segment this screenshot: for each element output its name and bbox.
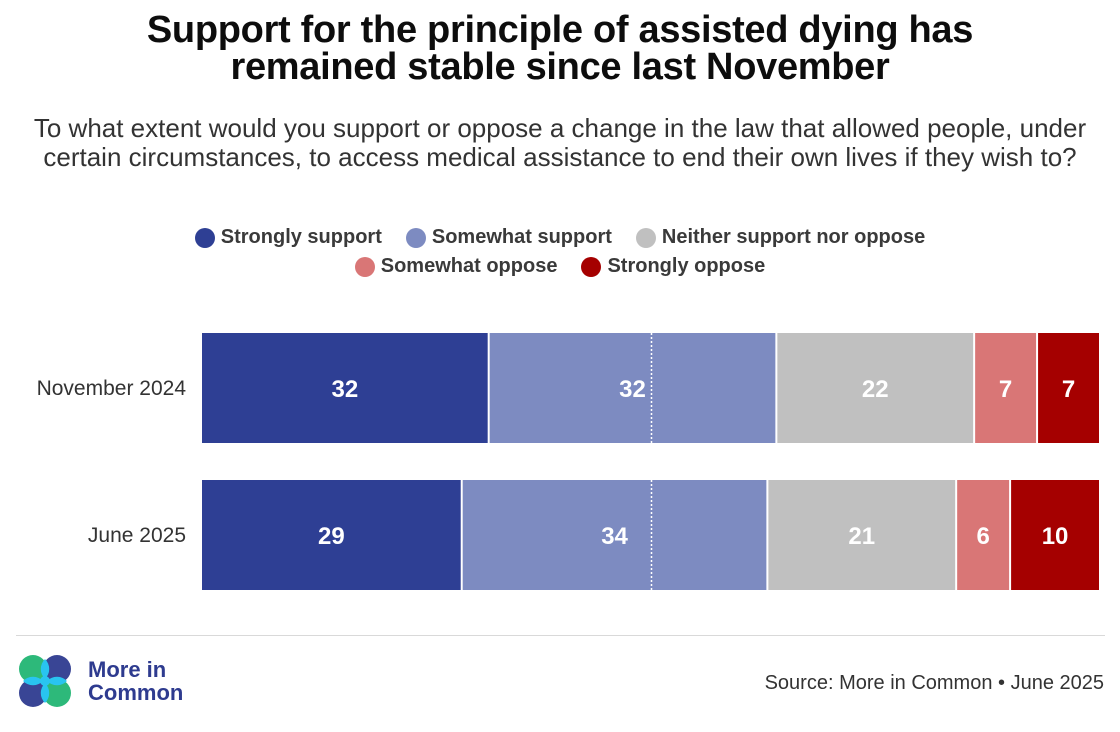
bar-segment	[768, 480, 956, 590]
stacked-bar-chart: November 2024 32 32 22 7 7 June 2025 29 34 21 6 10	[37, 333, 1099, 590]
legend-label: Somewhat support	[431, 226, 612, 248]
legend-swatch	[194, 227, 215, 248]
legend-item-somewhat-oppose: Somewhat oppose	[354, 255, 558, 278]
logo-text-line-2: Common	[88, 680, 184, 705]
bar-segment	[957, 480, 1010, 590]
chart-subtitle: To what extent would you support or oppo…	[33, 113, 1087, 172]
legend-item-strongly-oppose: Strongly oppose	[581, 255, 765, 278]
legend-label: Strongly support	[220, 226, 382, 248]
chart-title: Support for the principle of assisted dy…	[0, 9, 1120, 88]
more-in-common-logo: More in Common	[16, 652, 183, 710]
footer-divider	[16, 635, 1105, 636]
category-label: November 2024	[37, 377, 187, 400]
logo-text-line-1: More in	[88, 657, 167, 682]
legend-label: Somewhat oppose	[380, 255, 558, 277]
legend-item-neither: Neither support nor oppose	[635, 226, 926, 249]
data-label: 32	[619, 376, 646, 403]
data-label: 21	[848, 523, 875, 550]
legend-swatch	[581, 256, 602, 277]
data-label: 22	[862, 376, 889, 403]
bar-segment	[202, 480, 461, 590]
data-label: 7	[999, 376, 1012, 403]
legend-label: Strongly oppose	[607, 255, 766, 277]
category-label: June 2025	[88, 524, 186, 547]
legend-swatch	[635, 227, 656, 248]
legend-row-2: Somewhat oppose Strongly oppose	[0, 255, 1120, 278]
bar-segment	[777, 333, 974, 443]
logo-text: More in Common	[88, 658, 183, 704]
data-label: 32	[331, 376, 358, 403]
bar-segment	[1011, 480, 1099, 590]
chart-title-line-2: remained stable since last November	[230, 46, 890, 88]
legend-item-somewhat-support: Somewhat support	[405, 226, 612, 249]
bar-segment	[975, 333, 1037, 443]
legend-swatch	[405, 227, 426, 248]
legend: Strongly support Somewhat support Neithe…	[0, 226, 1120, 249]
data-label: 34	[601, 523, 628, 550]
bar-segment	[1038, 333, 1099, 443]
chart-title-line-1: Support for the principle of assisted dy…	[146, 9, 974, 51]
legend-swatch	[354, 256, 375, 277]
data-label: 7	[1062, 376, 1075, 403]
data-label: 6	[976, 523, 989, 550]
legend-item-strongly-support: Strongly support	[194, 226, 382, 249]
legend-label: Neither support nor oppose	[661, 226, 926, 248]
data-label: 10	[1042, 523, 1069, 550]
bar-segment	[202, 333, 488, 443]
data-label: 29	[318, 523, 345, 550]
bar-segment	[462, 480, 767, 590]
logo-icon	[19, 655, 71, 707]
source-note: Source: More in Common • June 2025	[764, 672, 1104, 694]
bar-segment	[489, 333, 776, 443]
